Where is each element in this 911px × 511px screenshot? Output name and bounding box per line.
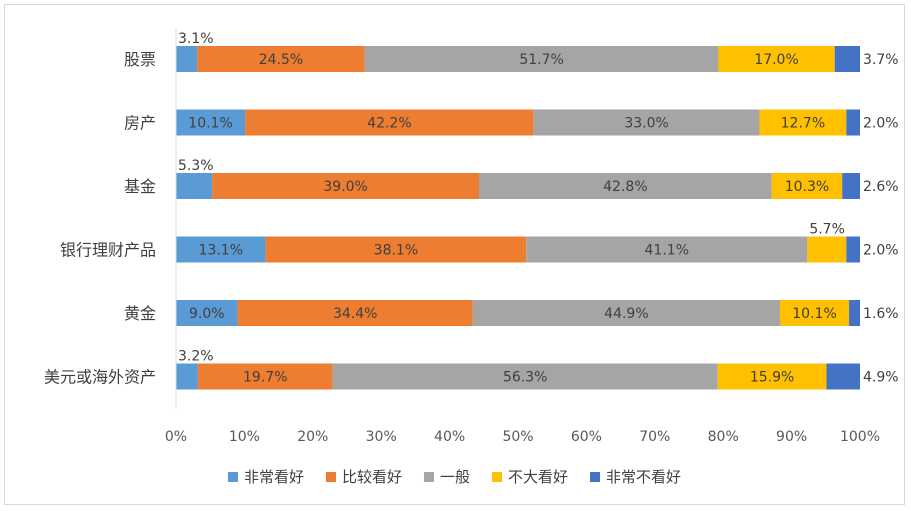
data-label: 3.1%: [178, 31, 214, 47]
x-tick-label: 80%: [708, 429, 739, 445]
bar-segment: [176, 300, 238, 326]
x-tick-label: 30%: [366, 429, 397, 445]
data-label: 44.9%: [604, 306, 648, 322]
x-tick-label: 70%: [639, 429, 670, 445]
category-label: 银行理财产品: [60, 241, 156, 260]
x-tick-label: 60%: [571, 429, 602, 445]
bar-segment: [826, 363, 860, 390]
x-tick-label: 50%: [502, 429, 533, 445]
legend-swatch: [423, 472, 434, 482]
bar-segment: [834, 46, 860, 72]
legend-swatch: [325, 472, 336, 482]
bar-segment: [176, 46, 198, 72]
legend-swatch: [227, 472, 238, 482]
category-label: 股票: [124, 50, 156, 69]
bar-segment: [245, 109, 534, 136]
bar-segment: [472, 300, 780, 326]
data-label: 34.4%: [333, 306, 377, 322]
data-label: 41.1%: [645, 243, 689, 259]
bar-segment: [176, 363, 198, 390]
data-label: 2.0%: [863, 243, 899, 259]
bar-segment: [212, 173, 480, 199]
data-label: 1.6%: [863, 306, 899, 322]
data-label: 56.3%: [503, 370, 547, 386]
data-label: 13.1%: [199, 243, 243, 259]
bar-segment: [479, 173, 772, 199]
data-label: 19.7%: [243, 370, 287, 386]
data-label: 42.2%: [367, 116, 411, 132]
data-label: 2.0%: [863, 116, 899, 132]
value-axis-tick-labels: 0% 10% 20% 30% 40% 50% 60% 70% 80% 90% 100%: [165, 429, 880, 445]
category-label: 美元或海外资产: [44, 368, 156, 387]
bar-segment: [759, 109, 847, 136]
data-label: 9.0%: [189, 306, 225, 322]
bar-segment: [265, 236, 527, 263]
bar-segment: [846, 109, 860, 136]
bar-segment: [197, 363, 333, 390]
category-label: 黄金: [124, 304, 156, 323]
data-label: 5.7%: [809, 222, 845, 238]
data-label: 38.1%: [374, 243, 418, 259]
legend: 非常看好 比较看好 一般 不大看好 非常不看好: [227, 468, 681, 486]
bar-segment: [533, 109, 760, 136]
bar-segment: [332, 363, 718, 390]
data-label: 3.2%: [178, 349, 214, 365]
bar-segment: [717, 363, 827, 390]
legend-label: 一般: [440, 468, 470, 486]
x-tick-label: 90%: [776, 429, 807, 445]
data-labels: 3.1% 24.5% 51.7% 17.0% 3.7% 10.1% 42.2% 33.0% 12…: [178, 31, 899, 386]
data-label: 39.0%: [323, 179, 367, 195]
bar-segment: [842, 173, 860, 199]
bar-segments: [176, 46, 860, 390]
bar-segment: [176, 109, 246, 136]
data-label: 4.9%: [863, 370, 899, 386]
legend-label: 非常看好: [244, 468, 304, 486]
bar-segment: [849, 300, 860, 326]
legend-item: 不大看好: [492, 468, 568, 486]
x-tick-label: 40%: [434, 429, 465, 445]
bar-segment: [846, 236, 860, 263]
bar-segment: [771, 173, 843, 199]
bar-segment: [176, 236, 266, 263]
legend-label: 不大看好: [508, 468, 568, 486]
data-label: 5.3%: [178, 158, 214, 174]
legend-swatch: [590, 472, 601, 482]
data-label: 15.9%: [750, 370, 794, 386]
bar-segment: [526, 236, 808, 263]
data-label: 10.1%: [188, 116, 232, 132]
data-label: 10.3%: [785, 179, 829, 195]
bar-segment: [364, 46, 719, 72]
category-label: 房产: [124, 114, 156, 133]
data-label: 42.8%: [603, 179, 647, 195]
data-label: 17.0%: [754, 52, 798, 68]
legend-label: 非常不看好: [606, 468, 681, 486]
x-tick-label: 10%: [229, 429, 260, 445]
data-label: 24.5%: [259, 52, 303, 68]
bar-segment: [718, 46, 835, 72]
data-label: 51.7%: [519, 52, 563, 68]
legend-item: 比较看好: [325, 468, 402, 486]
data-label: 12.7%: [781, 116, 825, 132]
legend-item: 非常看好: [227, 468, 304, 486]
legend-swatch: [492, 472, 503, 482]
data-label: 33.0%: [624, 116, 668, 132]
legend-item: 非常不看好: [590, 468, 681, 486]
category-label: 基金: [124, 177, 156, 196]
legend-item: 一般: [423, 468, 470, 486]
data-label: 10.1%: [792, 306, 836, 322]
data-label: 3.7%: [863, 52, 899, 68]
legend-label: 比较看好: [342, 468, 402, 486]
x-tick-label: 20%: [297, 429, 328, 445]
x-tick-label: 0%: [165, 429, 187, 445]
bar-segment: [197, 46, 365, 72]
chart-frame: 股票房产基金银行理财产品黄金美元或海外资产 3.1% 24.5% 51.7% 17.0…: [4, 4, 905, 505]
data-label: 2.6%: [863, 179, 899, 195]
x-tick-label: 100%: [840, 429, 880, 445]
bar-segment: [779, 300, 850, 326]
bar-segment: [237, 300, 473, 326]
bar-segment: [807, 236, 847, 263]
bar-segment: [176, 173, 213, 199]
